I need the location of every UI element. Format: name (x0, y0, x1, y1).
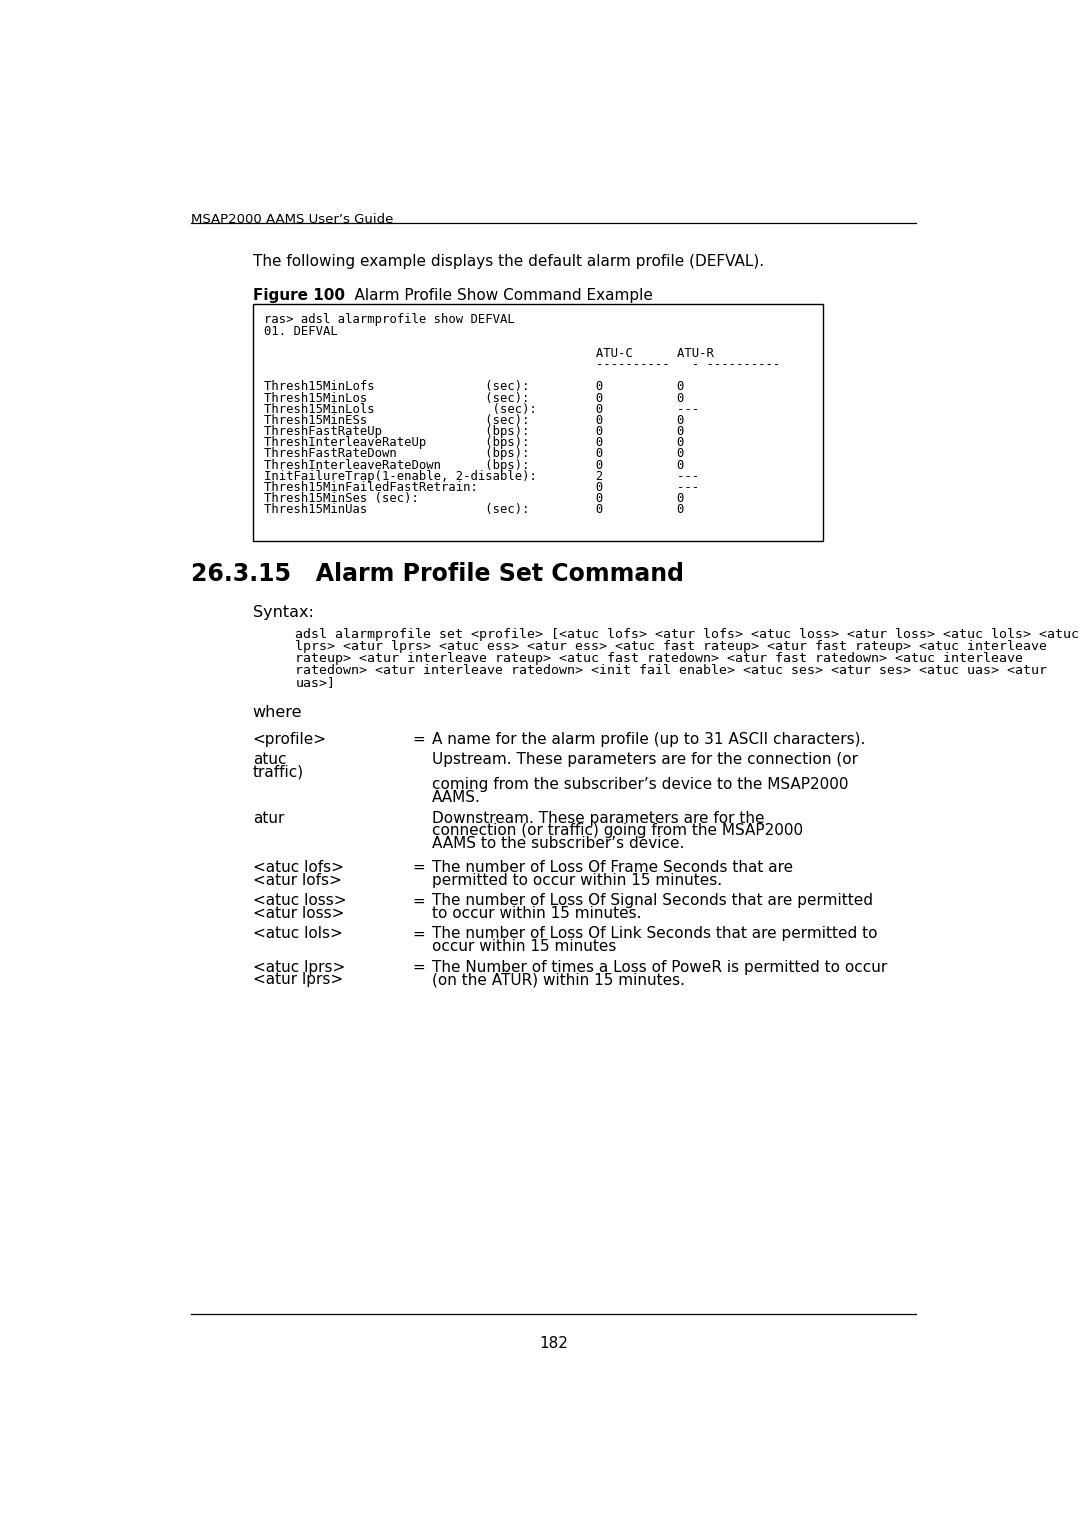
Text: The number of Loss Of Frame Seconds that are: The number of Loss Of Frame Seconds that… (432, 860, 793, 876)
Text: ras> adsl alarmprofile show DEFVAL: ras> adsl alarmprofile show DEFVAL (264, 313, 514, 327)
Text: =: = (413, 732, 426, 747)
Text: atur: atur (253, 810, 284, 825)
Text: <atuc lofs>: <atuc lofs> (253, 860, 343, 876)
Text: The number of Loss Of Link Seconds that are permitted to: The number of Loss Of Link Seconds that … (432, 926, 877, 941)
Text: <atur lprs>: <atur lprs> (253, 972, 343, 987)
Text: InitFailureTrap(1-enable, 2-disable):        2          ---: InitFailureTrap(1-enable, 2-disable): 2 … (264, 469, 699, 483)
Text: MSAP2000 AAMS User’s Guide: MSAP2000 AAMS User’s Guide (191, 212, 393, 226)
Text: =: = (413, 860, 426, 876)
Text: =: = (413, 894, 426, 908)
Text: 01. DEFVAL: 01. DEFVAL (264, 324, 337, 338)
Text: Thresh15MinSes (sec):                        0          0: Thresh15MinSes (sec): 0 0 (264, 492, 684, 506)
Text: to occur within 15 minutes.: to occur within 15 minutes. (432, 906, 642, 921)
Text: <atuc lols>: <atuc lols> (253, 926, 342, 941)
Text: Thresh15MinLos                (sec):         0          0: Thresh15MinLos (sec): 0 0 (264, 391, 684, 405)
Text: AAMS.: AAMS. (432, 790, 481, 805)
Text: permitted to occur within 15 minutes.: permitted to occur within 15 minutes. (432, 872, 721, 888)
Text: Thresh15MinLofs               (sec):         0          0: Thresh15MinLofs (sec): 0 0 (264, 380, 684, 394)
Text: The Number of times a Loss of PoweR is permitted to occur: The Number of times a Loss of PoweR is p… (432, 960, 887, 975)
Text: Downstream. These parameters are for the: Downstream. These parameters are for the (432, 810, 765, 825)
Text: ratedown> <atur interleave ratedown> <init fail enable> <atuc ses> <atur ses> <a: ratedown> <atur interleave ratedown> <in… (296, 665, 1048, 677)
Text: atuc: atuc (253, 752, 286, 767)
Text: <atur lofs>: <atur lofs> (253, 872, 341, 888)
Text: Alarm Profile Show Command Example: Alarm Profile Show Command Example (335, 289, 652, 303)
Text: ThreshInterleaveRateDown      (bps):         0          0: ThreshInterleaveRateDown (bps): 0 0 (264, 458, 684, 472)
Text: Figure 100: Figure 100 (253, 289, 345, 303)
Text: 26.3.15   Alarm Profile Set Command: 26.3.15 Alarm Profile Set Command (191, 562, 684, 587)
Text: ThreshFastRateDown            (bps):         0          0: ThreshFastRateDown (bps): 0 0 (264, 448, 684, 460)
Text: Upstream. These parameters are for the connection (or: Upstream. These parameters are for the c… (432, 752, 858, 767)
Text: ----------   - ----------: ---------- - ---------- (264, 358, 780, 371)
Text: where: where (253, 706, 302, 720)
Text: The following example displays the default alarm profile (DEFVAL).: The following example displays the defau… (253, 254, 764, 269)
Text: Thresh15MinUas                (sec):         0          0: Thresh15MinUas (sec): 0 0 (264, 503, 684, 516)
Text: ThreshFastRateUp              (bps):         0          0: ThreshFastRateUp (bps): 0 0 (264, 425, 684, 439)
Text: Thresh15MinESs                (sec):         0          0: Thresh15MinESs (sec): 0 0 (264, 414, 684, 426)
Text: ATU-C      ATU-R: ATU-C ATU-R (264, 347, 714, 361)
Text: lprs> <atur lprs> <atuc ess> <atur ess> <atuc fast rateup> <atur fast rateup> <a: lprs> <atur lprs> <atuc ess> <atur ess> … (296, 640, 1048, 654)
Text: 182: 182 (539, 1335, 568, 1351)
Text: The number of Loss Of Signal Seconds that are permitted: The number of Loss Of Signal Seconds tha… (432, 894, 873, 908)
Text: Thresh15MinFailedFastRetrain:                0          ---: Thresh15MinFailedFastRetrain: 0 --- (264, 481, 699, 494)
Text: AAMS to the subscriber’s device.: AAMS to the subscriber’s device. (432, 836, 685, 851)
Text: connection (or traffic) going from the MSAP2000: connection (or traffic) going from the M… (432, 824, 802, 839)
Text: =: = (413, 926, 426, 941)
Text: A name for the alarm profile (up to 31 ASCII characters).: A name for the alarm profile (up to 31 A… (432, 732, 865, 747)
Text: =: = (413, 960, 426, 975)
Text: coming from the subscriber’s device to the MSAP2000: coming from the subscriber’s device to t… (432, 778, 848, 793)
Text: rateup> <atur interleave rateup> <atuc fast ratedown> <atur fast ratedown> <atuc: rateup> <atur interleave rateup> <atuc f… (296, 652, 1024, 665)
Text: <atuc lprs>: <atuc lprs> (253, 960, 345, 975)
Text: Thresh15MinLols                (sec):        0          ---: Thresh15MinLols (sec): 0 --- (264, 403, 699, 416)
Text: Syntax:: Syntax: (253, 605, 313, 620)
Text: uas>]: uas>] (296, 677, 336, 689)
Text: adsl alarmprofile set <profile> [<atuc lofs> <atur lofs> <atuc loss> <atur loss>: adsl alarmprofile set <profile> [<atuc l… (296, 628, 1079, 642)
FancyBboxPatch shape (253, 304, 823, 541)
Text: <atur loss>: <atur loss> (253, 906, 345, 921)
Text: occur within 15 minutes: occur within 15 minutes (432, 940, 617, 953)
Text: <atuc loss>: <atuc loss> (253, 894, 347, 908)
Text: <profile>: <profile> (253, 732, 327, 747)
Text: traffic): traffic) (253, 764, 303, 779)
Text: (on the ATUR) within 15 minutes.: (on the ATUR) within 15 minutes. (432, 972, 685, 987)
Text: ThreshInterleaveRateUp        (bps):         0          0: ThreshInterleaveRateUp (bps): 0 0 (264, 437, 684, 449)
